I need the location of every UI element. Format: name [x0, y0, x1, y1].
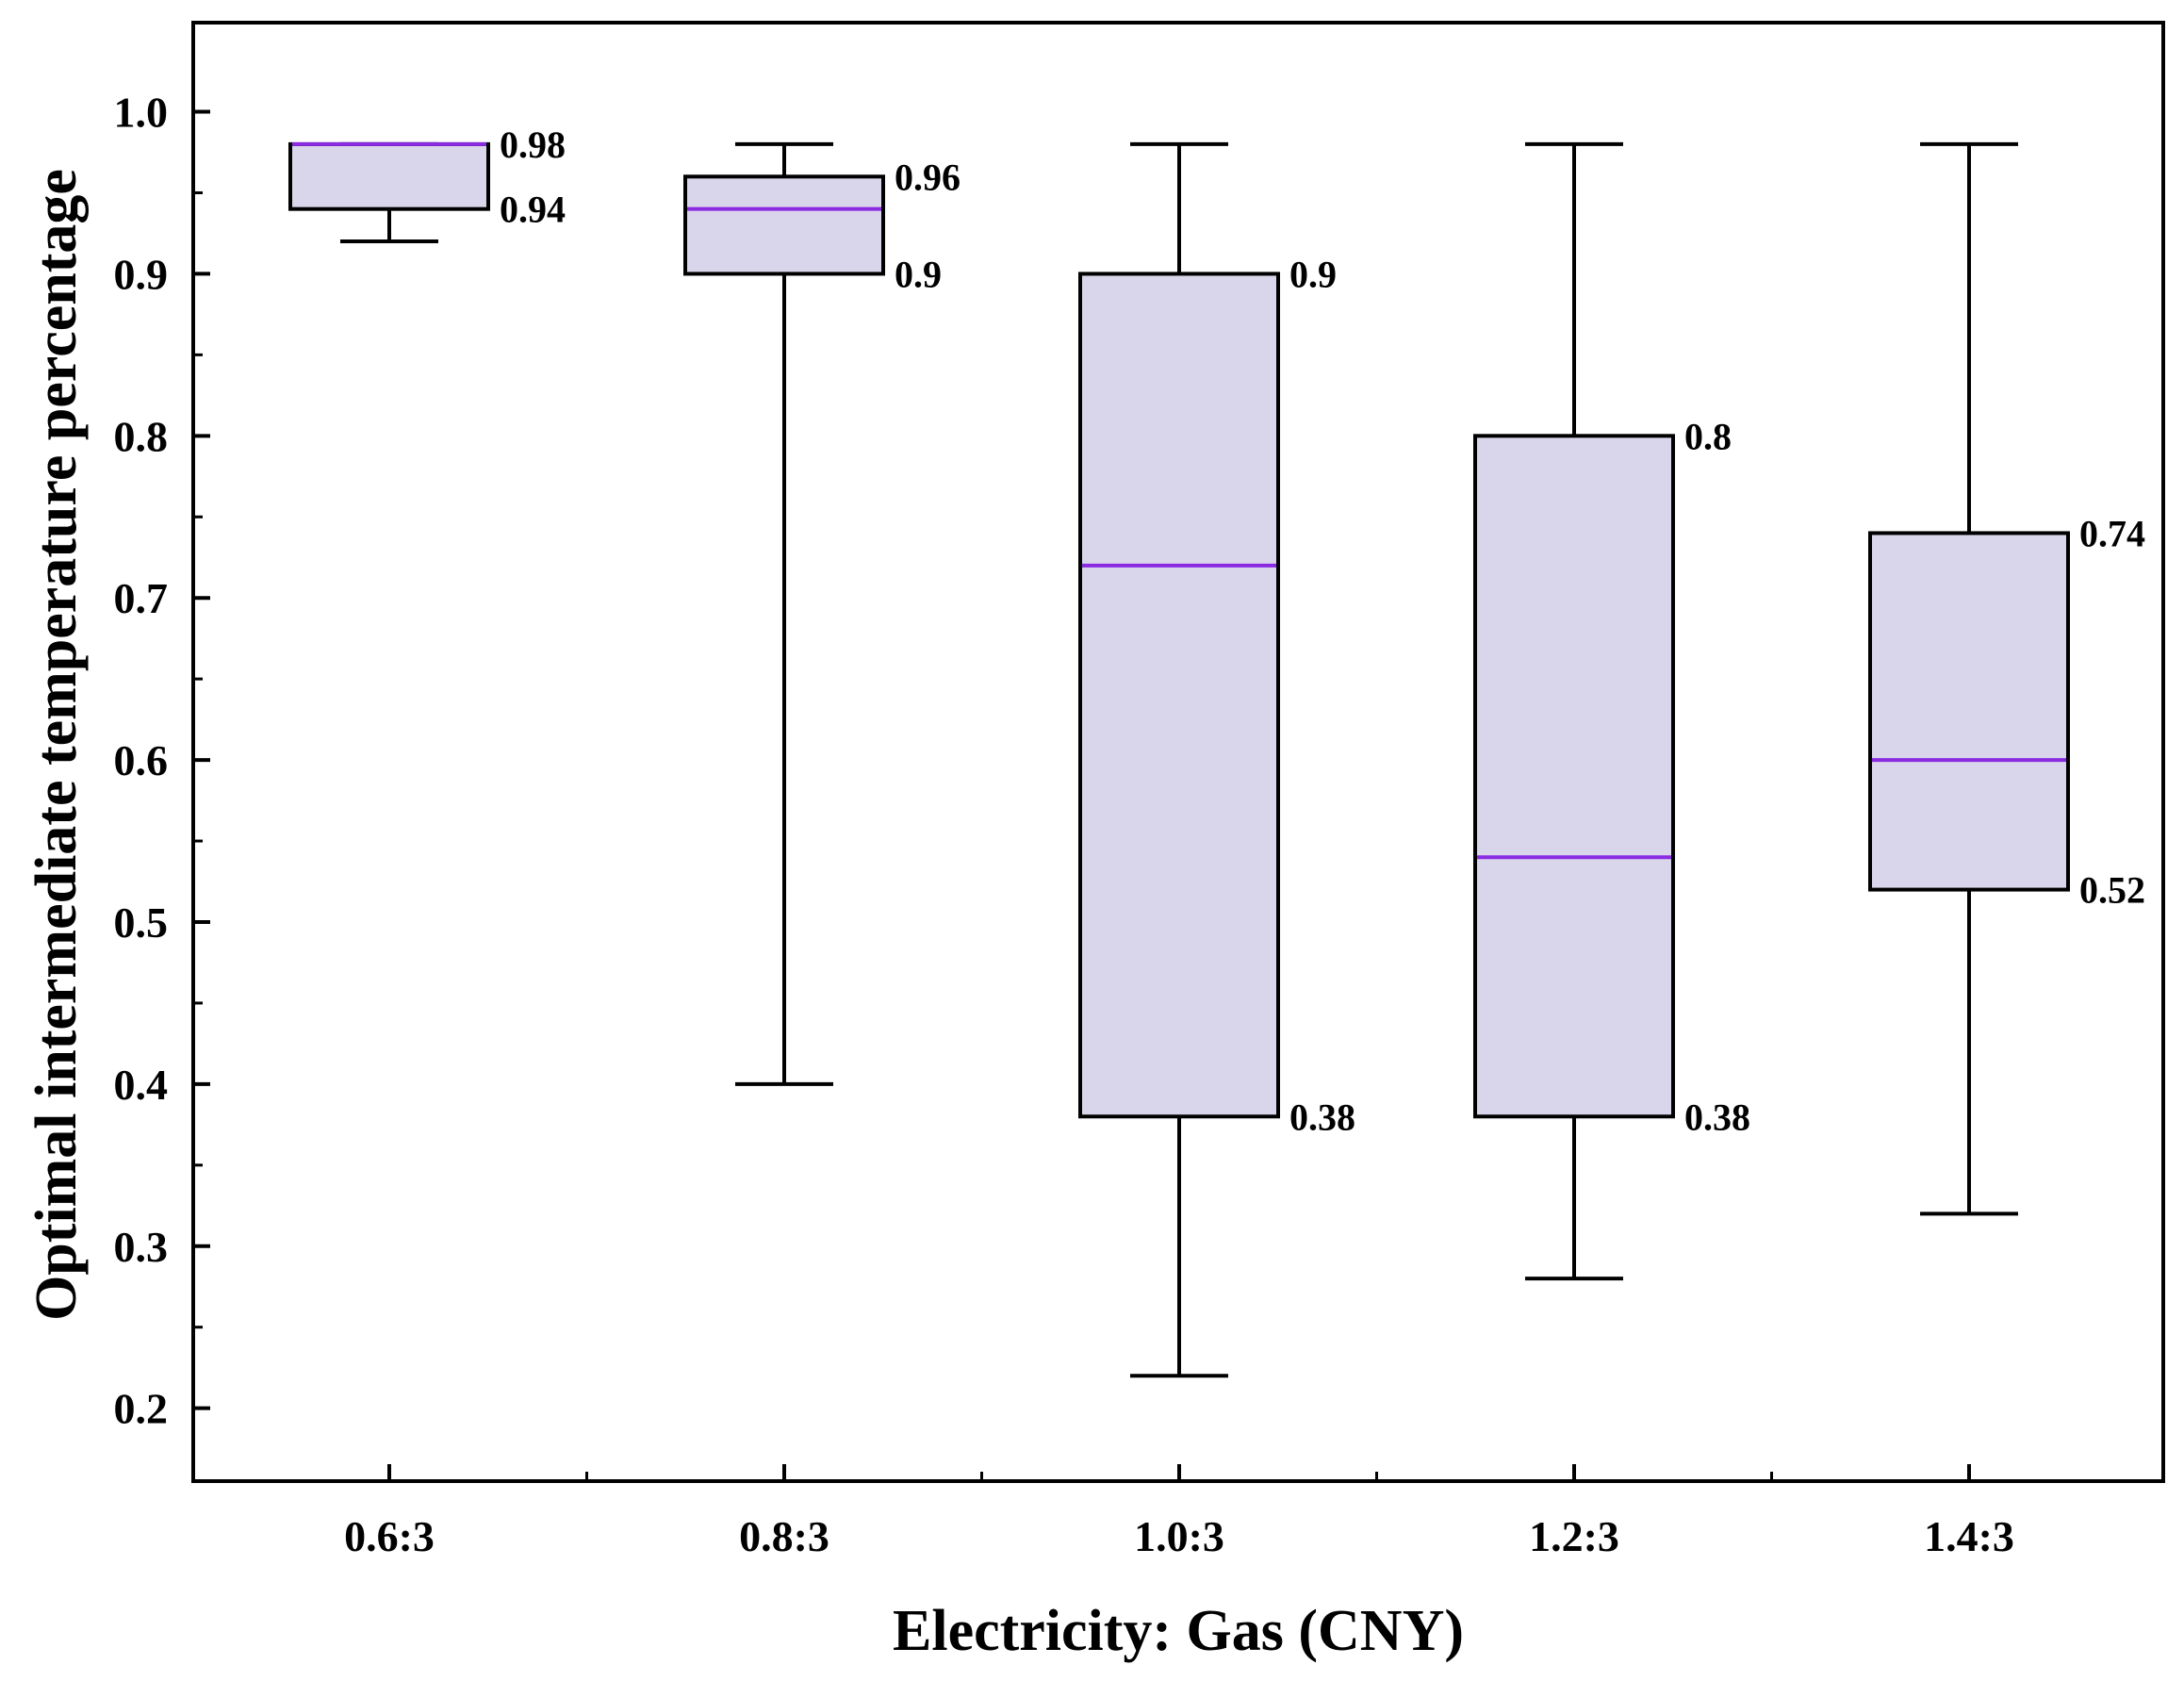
box-0-6-3: 0.98 0.94: [288, 124, 566, 244]
x-tick-label: 1.2:3: [1529, 1512, 1619, 1560]
box-value-label: 0.9: [1289, 253, 1337, 295]
box-1-0-3: 0.9 0.38: [1078, 141, 1355, 1378]
iqr-box: [288, 141, 490, 211]
x-axis: 0.6:3 0.8:3 1.0:3 1.2:3 1.4:3: [344, 1464, 2014, 1560]
box-value-label: 0.74: [2079, 512, 2145, 554]
x-axis-label: Electricity: Gas (CNY): [893, 1599, 1464, 1663]
x-tick-label: 1.0:3: [1134, 1512, 1224, 1560]
y-tick-label: 0.5: [114, 898, 169, 947]
iqr-box: [1473, 434, 1675, 1119]
y-tick-label: 0.2: [114, 1385, 169, 1433]
y-tick-label: 0.4: [114, 1061, 169, 1109]
box-value-label: 0.94: [500, 189, 566, 231]
box-value-label: 0.96: [895, 156, 961, 198]
box-value-label: 0.38: [1684, 1096, 1750, 1138]
box-value-label: 0.38: [1289, 1096, 1355, 1138]
box-value-label: 0.98: [500, 124, 566, 166]
y-axis: 0.2 0.3 0.4 0.5 0.6 0.7 0.8 0.9 1.0: [114, 89, 210, 1433]
y-tick-label: 0.8: [114, 412, 169, 460]
box-value-label: 0.9: [895, 253, 942, 295]
y-tick-label: 0.9: [114, 250, 169, 298]
x-tick-label: 1.4:3: [1924, 1512, 2014, 1560]
x-tick-label: 0.8:3: [739, 1512, 829, 1560]
box-1-4-3: 0.74 0.52: [1868, 141, 2145, 1216]
y-tick-label: 0.6: [114, 736, 169, 784]
box-value-label: 0.8: [1684, 415, 1732, 457]
iqr-box: [683, 174, 885, 276]
box-series: 0.98 0.94 0.96 0.9 0.9 0.38 0.8 0.38 0.74 0.52: [288, 124, 2145, 1378]
y-tick-label: 1.0: [114, 89, 169, 137]
iqr-box: [1078, 272, 1280, 1119]
box-0-8-3: 0.96 0.9: [683, 141, 961, 1086]
iqr-box: [1868, 531, 2070, 892]
x-tick-label: 0.6:3: [344, 1512, 435, 1560]
y-tick-label: 0.7: [114, 574, 169, 622]
box-1-2-3: 0.8 0.38: [1473, 141, 1750, 1281]
y-tick-label: 0.3: [114, 1223, 169, 1271]
y-axis-label: Optimal intermediate temperature percent…: [25, 169, 89, 1321]
box-value-label: 0.52: [2079, 869, 2145, 912]
